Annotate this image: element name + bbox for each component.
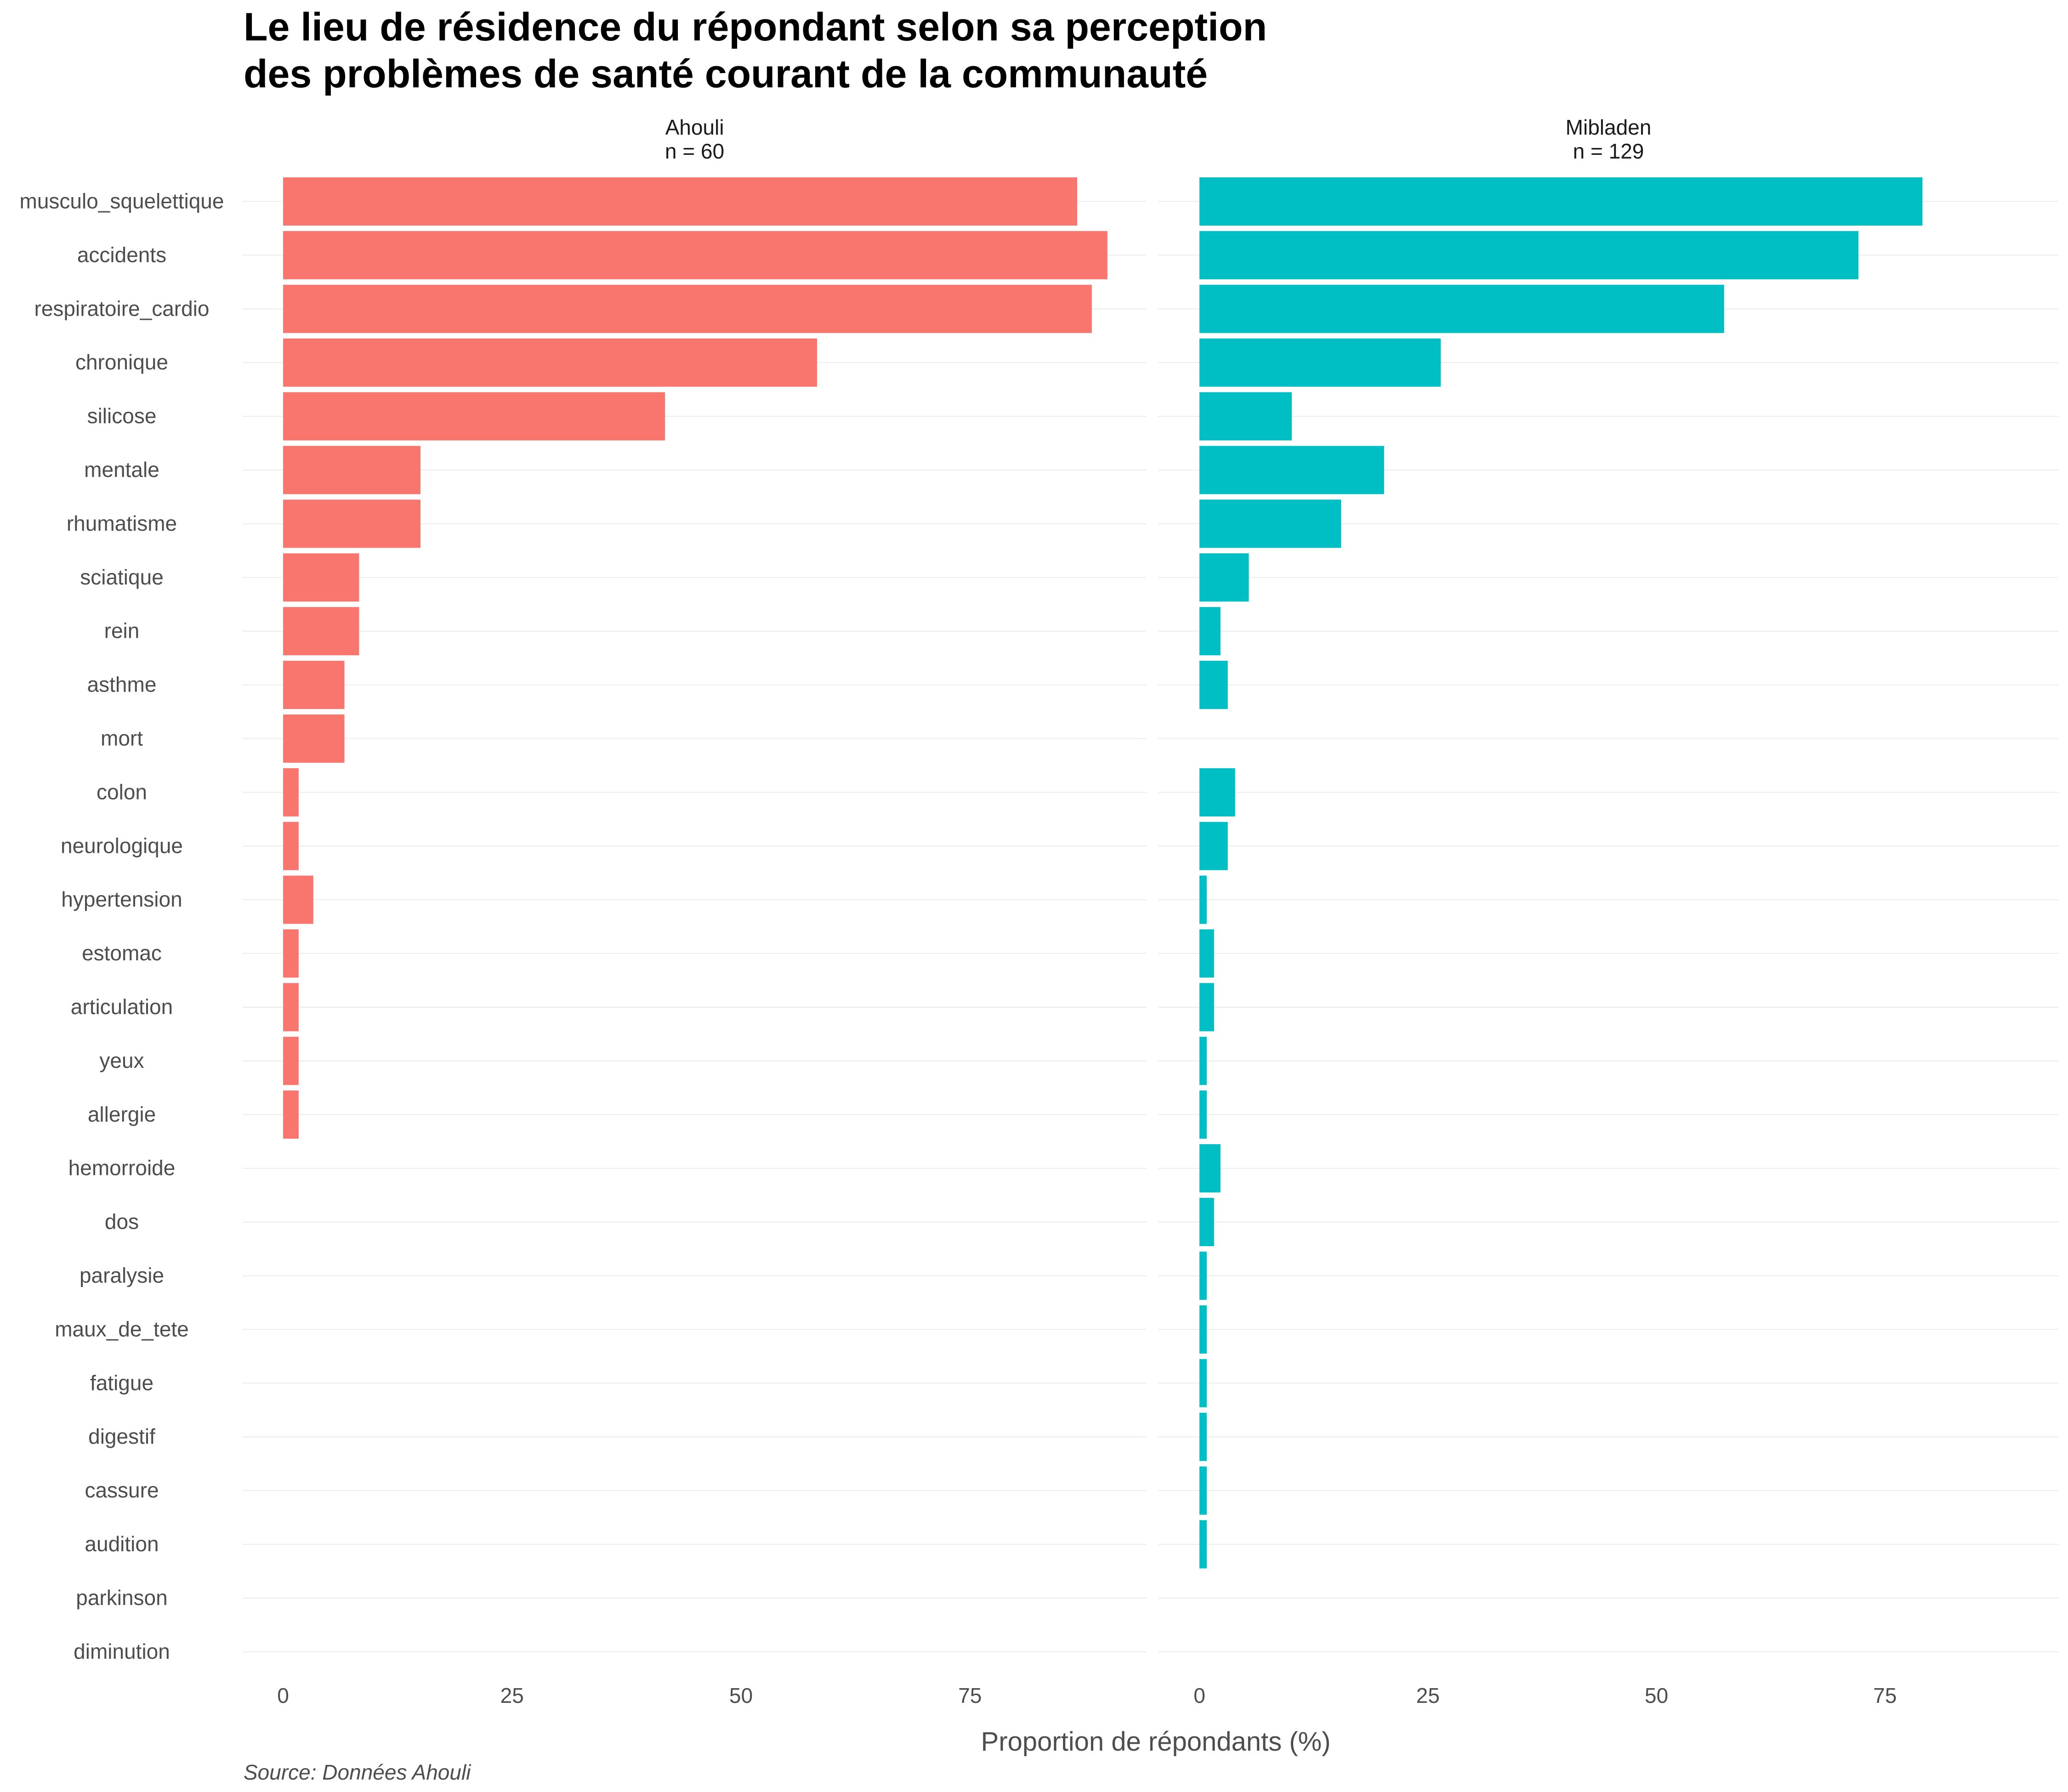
- bar: [1199, 1520, 1207, 1569]
- y-tick-label: paralysie: [80, 1263, 164, 1287]
- bar: [1199, 1412, 1207, 1461]
- y-tick-label: rein: [104, 619, 140, 643]
- label-layer: musculo_squelettique accidents respiratoir…: [20, 115, 1897, 1707]
- bar: [1199, 1359, 1207, 1407]
- bar: [283, 661, 345, 709]
- x-tick-label: 50: [1645, 1684, 1668, 1707]
- x-tick-label: 50: [729, 1684, 753, 1707]
- y-tick-label: colon: [97, 780, 147, 804]
- bar: [1199, 446, 1384, 494]
- bar: [1199, 1037, 1207, 1085]
- y-tick-label: chronique: [75, 350, 168, 374]
- chart-title: Le lieu de résidence du répondant selon …: [244, 4, 1267, 97]
- y-tick-label: asthme: [87, 673, 157, 697]
- bar: [1199, 661, 1228, 709]
- bar: [283, 553, 359, 602]
- bar: [1199, 284, 1724, 333]
- y-tick-label: yeux: [99, 1049, 144, 1072]
- x-tick-label: 25: [500, 1684, 524, 1707]
- bar: [1199, 607, 1221, 656]
- bar: [1199, 177, 1923, 226]
- bar: [283, 499, 420, 548]
- y-tick-label: mort: [101, 726, 143, 750]
- bar: [283, 714, 345, 763]
- bar: [1199, 338, 1441, 387]
- bar: [1199, 822, 1228, 870]
- facet-n-label: n = 129: [1573, 139, 1644, 163]
- x-tick-label: 75: [958, 1684, 982, 1707]
- bar: [1199, 1198, 1214, 1247]
- bar: [1199, 929, 1214, 978]
- bar: [1199, 1090, 1207, 1139]
- bar: [1199, 1144, 1221, 1193]
- chart-title-line-1: Le lieu de résidence du répondant selon …: [244, 5, 1267, 49]
- y-tick-label: allergie: [88, 1102, 156, 1126]
- bar: [283, 929, 299, 978]
- bar: [283, 768, 299, 817]
- bar: [283, 822, 299, 870]
- y-tick-label: estomac: [82, 941, 162, 965]
- bar: [1199, 1466, 1207, 1515]
- y-tick-label: hypertension: [61, 887, 182, 911]
- bar: [283, 284, 1092, 333]
- x-tick-label: 75: [1873, 1684, 1897, 1707]
- bar: [1199, 983, 1214, 1032]
- bar: [283, 607, 359, 656]
- x-tick-label: 0: [277, 1684, 289, 1707]
- y-tick-label: hemorroide: [68, 1156, 176, 1180]
- bar: [1199, 392, 1292, 441]
- bar: [283, 1090, 299, 1139]
- x-tick-label: 25: [1416, 1684, 1440, 1707]
- y-tick-label: cassure: [85, 1478, 159, 1502]
- bar: [283, 392, 665, 441]
- y-tick-label: mentale: [84, 458, 159, 482]
- bar: [1199, 768, 1235, 817]
- y-tick-label: fatigue: [90, 1371, 153, 1395]
- y-tick-label: accidents: [77, 243, 166, 267]
- y-tick-label: audition: [85, 1532, 159, 1556]
- bar: [283, 446, 420, 494]
- bar: [283, 177, 1077, 226]
- y-tick-label: articulation: [71, 995, 173, 1019]
- bar: [1199, 1251, 1207, 1300]
- bar: [1199, 875, 1207, 924]
- y-tick-label: musculo_squelettique: [20, 189, 224, 213]
- bar: [1199, 499, 1341, 548]
- bar: [1199, 553, 1249, 602]
- y-tick-label: sciatique: [80, 565, 164, 589]
- y-tick-label: diminution: [74, 1639, 170, 1663]
- y-tick-label: digestif: [88, 1424, 155, 1448]
- facet-n-label: n = 60: [665, 139, 724, 163]
- bar: [283, 983, 299, 1032]
- y-tick-label: rhumatisme: [67, 511, 177, 535]
- bar-layer: [283, 177, 1923, 1569]
- source-note: Source: Données Ahouli: [244, 1760, 471, 1784]
- facet-label: Mibladen: [1566, 115, 1652, 139]
- bar: [283, 231, 1108, 279]
- x-tick-label: 0: [1193, 1684, 1205, 1707]
- y-tick-label: parkinson: [76, 1586, 167, 1610]
- y-tick-label: neurologique: [61, 834, 183, 857]
- bar: [283, 338, 817, 387]
- y-tick-label: silicose: [87, 404, 157, 428]
- bar: [283, 875, 313, 924]
- bar: [1199, 1305, 1207, 1354]
- chart-title-line-2: des problèmes de santé courant de la com…: [244, 52, 1208, 96]
- bar: [283, 1037, 299, 1085]
- y-tick-label: maux_de_tete: [55, 1317, 189, 1341]
- y-tick-label: respiratoire_cardio: [34, 296, 210, 320]
- bar: [1199, 231, 1859, 279]
- facet-label: Ahouli: [665, 115, 724, 139]
- x-axis-title: Proportion de répondants (%): [981, 1727, 1331, 1757]
- y-tick-label: dos: [105, 1210, 139, 1234]
